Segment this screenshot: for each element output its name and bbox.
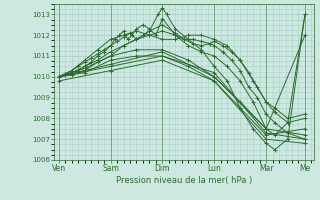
X-axis label: Pression niveau de la mer( hPa ): Pression niveau de la mer( hPa ) bbox=[116, 176, 252, 185]
